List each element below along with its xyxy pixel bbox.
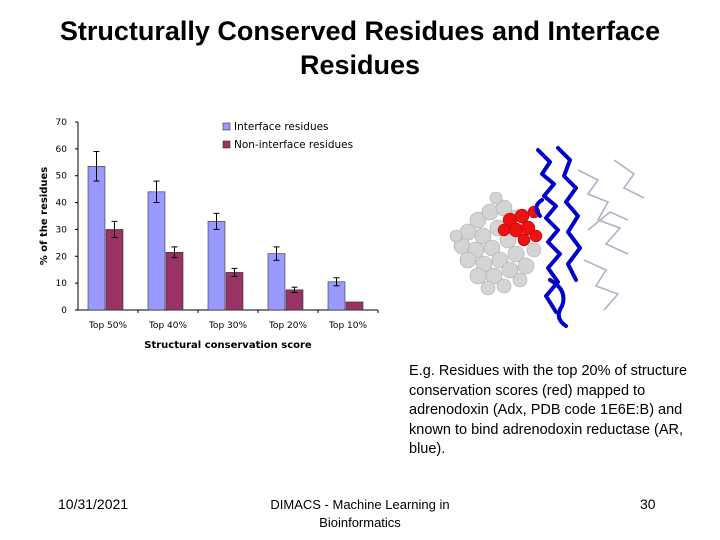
footer-center-text: DIMACS - Machine Learning in Bioinformat… (270, 497, 450, 530)
x-tick-label: Top 20% (268, 321, 308, 331)
slide-title: Structurally Conserved Residues and Inte… (59, 16, 661, 80)
reductase-strands (577, 159, 645, 311)
adrenodoxin-reductase-ribbon (534, 146, 582, 328)
legend-label: Interface residues (234, 121, 329, 133)
conserved-interface-residues (497, 205, 543, 247)
bar-chart: 0 10 20 30 40 50 60 70 Top 50% Top 40% Top 30% Top … (39, 118, 379, 351)
footer-date: 10/31/2021 (58, 496, 129, 512)
y-tick-label: 0 (61, 306, 67, 316)
y-tick-label: 60 (56, 145, 68, 155)
interface-bar (87, 166, 106, 311)
interface-bar (147, 191, 166, 311)
figure-caption: E.g. Residues with the top 20% of struct… (409, 363, 688, 457)
x-tick-label: Top 10% (328, 321, 368, 331)
protein-structure-image (449, 146, 645, 328)
legend-swatch (222, 122, 231, 131)
y-axis-title: % of the residues (39, 167, 50, 266)
legend-label: Non-interface residues (234, 139, 353, 151)
legend-swatch (222, 140, 231, 149)
x-tick-label: Top 30% (208, 321, 248, 331)
page-number: 30 (640, 496, 656, 512)
x-axis-title: Structural conservation score (144, 340, 312, 351)
y-tick-label: 20 (56, 252, 68, 262)
y-tick-label: 30 (56, 225, 68, 235)
y-tick-label: 40 (56, 199, 68, 209)
x-tick-label: Top 40% (148, 321, 188, 331)
non-interface-bar (345, 301, 364, 311)
non-interface-bar (225, 272, 244, 311)
y-tick-label: 50 (56, 172, 68, 182)
x-tick-label: Top 50% (88, 321, 128, 331)
y-tick-label: 10 (56, 279, 68, 289)
y-tick-label: 70 (56, 118, 68, 128)
non-interface-bar (105, 229, 124, 311)
non-interface-bar (165, 251, 184, 311)
interface-bar (267, 253, 286, 311)
interface-bar (207, 221, 226, 311)
